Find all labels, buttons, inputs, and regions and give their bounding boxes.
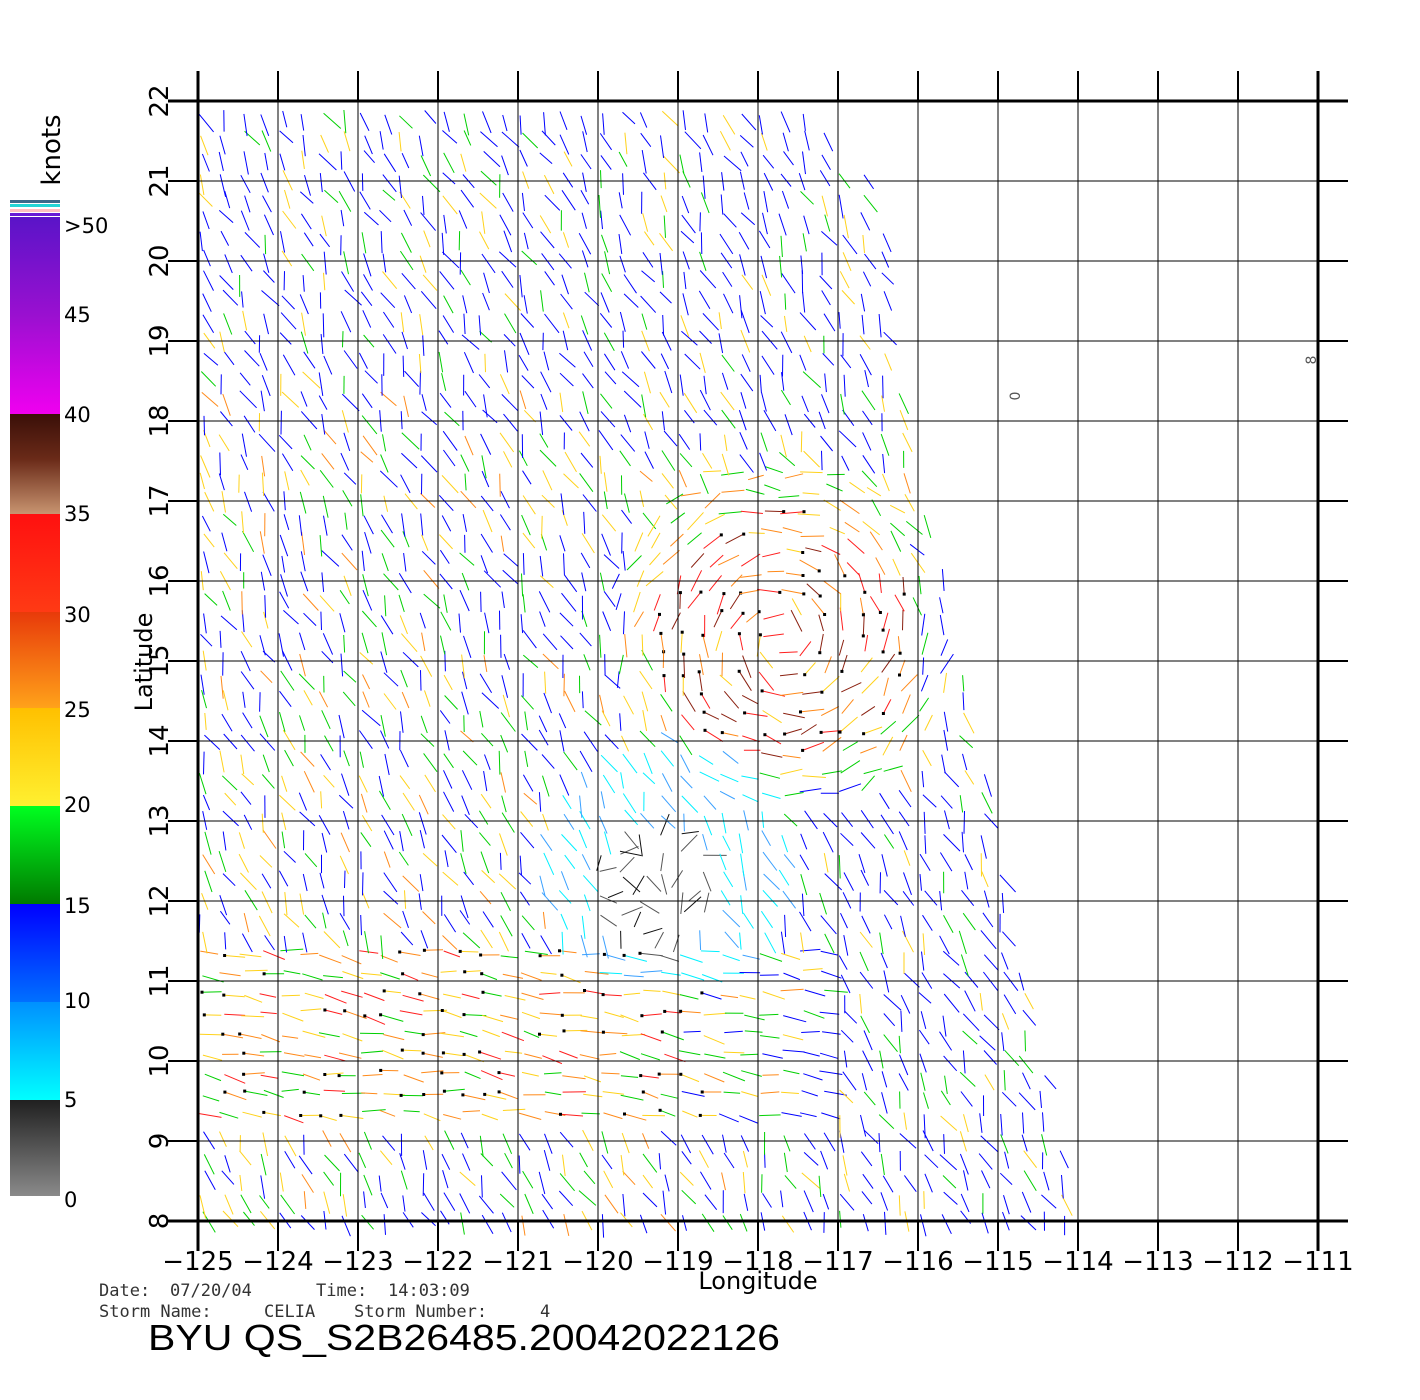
legend-band-yellow <box>10 708 60 806</box>
longitude-tick-label: −117 <box>802 1247 873 1277</box>
longitude-tick-label: −118 <box>722 1247 793 1277</box>
storm-name-value: CELIA <box>264 1302 315 1322</box>
map-marker-label: 8 <box>1304 356 1320 365</box>
legend-band-green <box>10 806 60 904</box>
longitude-tick-label: −119 <box>642 1247 713 1277</box>
time-value: 14:03:09 <box>388 1281 470 1301</box>
legend-band-orange <box>10 612 60 708</box>
legend-tick-label: 10 <box>64 989 91 1013</box>
longitude-tick-label: −122 <box>402 1247 473 1277</box>
legend-band-gray <box>10 1100 60 1196</box>
x-axis-label: Longitude <box>698 1267 817 1295</box>
legend-unit-label: knots <box>37 114 67 185</box>
storm-number-label: Storm Number: <box>354 1302 487 1322</box>
latitude-tick-label: 10 <box>145 1044 175 1077</box>
legend-tick-label: 20 <box>64 793 91 817</box>
legend-tick-label: 30 <box>64 603 91 627</box>
legend-band-brown <box>10 414 60 514</box>
latitude-tick-label: 22 <box>145 84 175 117</box>
latitude-tick-labels: 8 9 10 11 12 13 14 15 16 17 18 19 20 21 22 <box>145 84 175 1229</box>
latitude-tick-label: 8 <box>145 1213 175 1230</box>
legend-tick-label: 25 <box>64 698 91 722</box>
longitude-tick-label: −121 <box>482 1247 553 1277</box>
latitude-tick-label: 17 <box>145 484 175 517</box>
latitude-tick-label: 9 <box>145 1133 175 1150</box>
legend-band-red <box>10 514 60 612</box>
storm-name-label: Storm Name: <box>99 1302 212 1322</box>
latitude-tick-label: 11 <box>145 964 175 997</box>
longitude-tick-label: −120 <box>562 1247 633 1277</box>
longitude-tick-label: −114 <box>1042 1247 1113 1277</box>
legend-tick-label: 45 <box>64 303 91 327</box>
wind-vector-field <box>198 109 1073 1238</box>
longitude-tick-label: −115 <box>962 1247 1033 1277</box>
longitude-tick-label: −124 <box>242 1247 313 1277</box>
longitude-tick-label: −111 <box>1282 1247 1353 1277</box>
legend-cap-4 <box>10 213 60 216</box>
latitude-tick-label: 16 <box>145 564 175 597</box>
longitude-tick-labels: −125 −124 −123 −122 −121 −120 −119 −118 −117 −116… <box>162 1247 1353 1277</box>
legend-tick-label: 35 <box>64 502 91 526</box>
product-title: BYU QS_S2B26485.20042022126 <box>148 1317 780 1358</box>
latitude-tick-label: 12 <box>145 884 175 917</box>
legend-cap-1 <box>10 200 60 203</box>
legend-tick-label: >50 <box>64 214 108 238</box>
speed-legend: knots <box>10 114 108 1212</box>
legend-band-purple <box>10 217 60 414</box>
storm-number-value: 4 <box>540 1302 550 1322</box>
legend-cap-3 <box>10 209 60 212</box>
legend-tick-label: 5 <box>64 1088 77 1112</box>
time-label: Time: <box>316 1281 367 1301</box>
longitude-tick-label: −116 <box>882 1247 953 1277</box>
latitude-tick-label: 13 <box>145 804 175 837</box>
legend-tick-label: 40 <box>64 403 91 427</box>
lat-lon-grid <box>168 71 1348 1251</box>
date-label: Date: <box>99 1281 150 1301</box>
map-marker-label: 0 <box>1008 392 1024 401</box>
y-axis-label: Latitude <box>130 613 158 712</box>
latitude-tick-label: 20 <box>145 244 175 277</box>
legend-band-cyan <box>10 1002 60 1100</box>
latitude-tick-label: 14 <box>145 724 175 757</box>
latitude-tick-label: 21 <box>145 164 175 197</box>
latitude-tick-label: 15 <box>145 644 175 677</box>
legend-tick-label: 15 <box>64 894 91 918</box>
legend-tick-label: 0 <box>64 1188 77 1212</box>
longitude-tick-label: −113 <box>1122 1247 1193 1277</box>
legend-band-blue <box>10 904 60 1002</box>
footer-info: Date: 07/20/04 Time: 14:03:09 Storm Name… <box>99 1281 550 1322</box>
longitude-tick-label: −123 <box>322 1247 393 1277</box>
legend-cap-2 <box>10 204 60 207</box>
date-value: 07/20/04 <box>170 1281 252 1301</box>
longitude-tick-label: −112 <box>1202 1247 1273 1277</box>
latitude-tick-label: 18 <box>145 404 175 437</box>
latitude-tick-label: 19 <box>145 324 175 357</box>
longitude-tick-label: −125 <box>162 1247 233 1277</box>
